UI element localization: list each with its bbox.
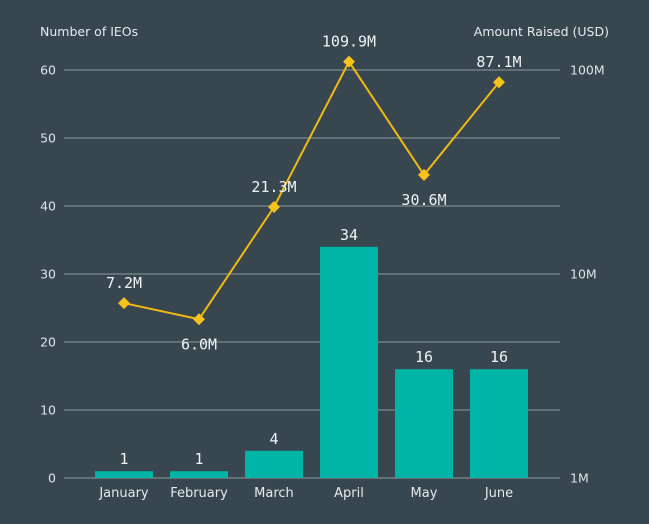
amount-line (123, 59, 500, 321)
line-value-label: 109.9M (322, 33, 376, 51)
left-axis-ticks: 0 10 20 30 40 50 60 (40, 63, 56, 486)
bar (95, 471, 153, 478)
bar-series: 1 1 4 34 16 16 (95, 226, 528, 478)
right-tick-label: 10M (570, 267, 597, 282)
x-tick-label: March (254, 486, 294, 501)
left-tick-label: 30 (40, 267, 56, 282)
left-tick-label: 40 (40, 199, 56, 214)
line-value-label: 21.3M (251, 178, 296, 196)
bar (395, 369, 453, 478)
bar (470, 369, 528, 478)
x-tick-label: January (98, 486, 149, 501)
bar-value-label: 1 (119, 450, 128, 468)
left-tick-label: 50 (40, 131, 56, 146)
bar (170, 471, 228, 478)
bar-value-label: 16 (490, 348, 508, 366)
left-tick-label: 10 (40, 403, 56, 418)
x-axis-categories: January February March April May June (98, 486, 513, 501)
diamond-marker (118, 297, 130, 310)
right-tick-label: 1M (570, 471, 589, 486)
left-axis-title: Number of IEOs (40, 24, 138, 39)
left-tick-label: 20 (40, 335, 56, 350)
right-tick-label: 100M (570, 63, 605, 78)
line-value-label: 30.6M (401, 191, 446, 209)
diamond-marker (193, 313, 205, 326)
bar-value-label: 34 (340, 226, 358, 244)
line-value-label: 6.0M (181, 335, 217, 353)
line-value-label: 87.1M (476, 53, 521, 71)
left-tick-label: 60 (40, 63, 56, 78)
x-tick-label: February (170, 486, 228, 501)
line-value-label: 7.2M (106, 274, 142, 292)
x-tick-label: April (334, 486, 364, 501)
x-tick-label: May (411, 486, 438, 501)
bar-value-label: 4 (269, 430, 278, 448)
diamond-marker (343, 55, 355, 68)
diamond-marker (493, 76, 505, 89)
line-series: 7.2M 6.0M 21.3M 109.9M 30.6M 87.1M (106, 33, 522, 354)
diamond-marker (268, 201, 280, 214)
gridlines (64, 69, 560, 479)
bar (320, 246, 378, 478)
right-axis-ticks: 1M 10M 100M (570, 63, 605, 486)
bar-value-label: 1 (194, 450, 203, 468)
bar (245, 450, 303, 478)
diamond-marker (418, 168, 430, 181)
bar-value-label: 16 (415, 348, 433, 366)
right-axis-title: Amount Raised (USD) (474, 24, 609, 39)
x-tick-label: June (484, 486, 513, 501)
left-tick-label: 0 (48, 471, 56, 486)
